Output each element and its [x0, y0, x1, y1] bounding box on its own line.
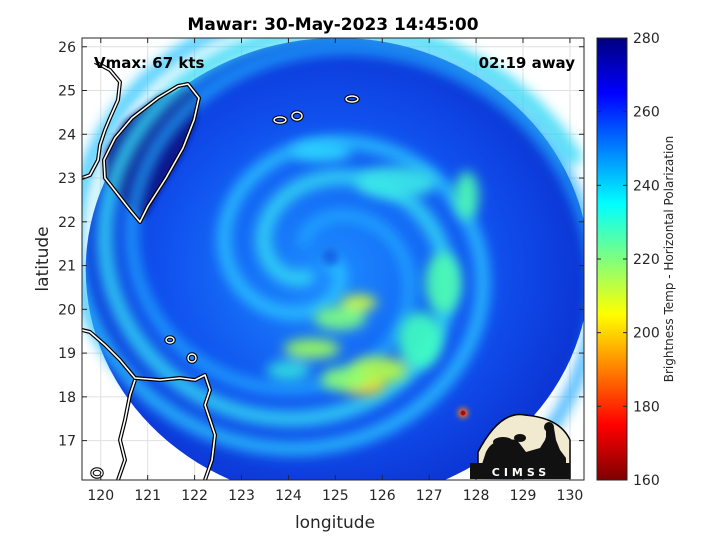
y-tick-label: 19	[58, 346, 76, 362]
x-tick-label: 125	[322, 488, 349, 504]
chart-title: Mawar: 30-May-2023 14:45:00	[187, 15, 478, 35]
colorbar-tick-label: 200	[633, 326, 660, 342]
x-tick-label: 128	[463, 488, 490, 504]
convection-cell-12	[266, 360, 311, 381]
x-tick-label: 124	[275, 488, 302, 504]
coast-luzon-west	[117, 379, 136, 480]
y-tick-label: 23	[58, 171, 76, 187]
cimss-logo-text: CIMSS	[492, 466, 550, 479]
y-tick-label: 22	[58, 215, 76, 231]
y-tick-labels: 17 18 19 20 21 22 23 24 25 26	[58, 40, 584, 450]
storm-eye-core	[325, 251, 335, 261]
island-batanes-1	[165, 336, 175, 344]
x-tick-label: 130	[557, 488, 584, 504]
colorbar-label: Brightness Temp - Horizontal Polarizatio…	[662, 136, 676, 383]
colorbar-tick-label: 280	[633, 31, 660, 47]
coast-luzon	[82, 329, 216, 480]
cimss-logo: CIMSS	[470, 413, 571, 479]
convection-cell-7	[397, 311, 442, 368]
coast-taiwan	[103, 83, 200, 223]
coastlines	[82, 60, 360, 480]
convection-cell-9	[356, 166, 437, 199]
rain-band-1	[82, 38, 491, 456]
vmax-annotation: Vmax: 67 kts	[94, 54, 204, 72]
y-tick-label: 26	[58, 40, 76, 56]
y-tick-label: 25	[58, 84, 76, 100]
colorbar-tick-label: 160	[633, 473, 660, 489]
convection-cell-8	[425, 253, 462, 314]
colorbar-tick-label: 240	[633, 178, 660, 194]
y-tick-label: 24	[58, 127, 76, 143]
x-tick-label: 120	[87, 488, 114, 504]
colorbar-tick-label: 220	[633, 252, 660, 268]
island-ryukyu-2	[291, 111, 303, 121]
y-tick-label: 17	[58, 434, 76, 450]
convection-cell-3	[283, 338, 340, 359]
x-tick-label: 122	[181, 488, 208, 504]
island-batanes-2	[187, 353, 197, 363]
convection-cell-2	[314, 306, 367, 331]
island-ryukyu-3	[345, 95, 359, 103]
convection-cell-1	[340, 294, 377, 311]
colorbar	[596, 37, 628, 481]
y-tick-label: 20	[58, 302, 76, 318]
x-tick-label: 127	[416, 488, 443, 504]
x-tick-label: 129	[510, 488, 537, 504]
time-away-annotation: 02:19 away	[479, 54, 576, 72]
coast-china	[82, 61, 121, 179]
convection-cell-6	[320, 367, 369, 392]
cold-cell-core	[460, 410, 466, 416]
x-tick-label: 121	[134, 488, 161, 504]
island-ryukyu-1	[273, 116, 287, 124]
colorbar-tick-label: 180	[633, 399, 660, 415]
x-tick-label: 126	[369, 488, 396, 504]
colorbar-tick-label: 260	[633, 105, 660, 121]
island-sw	[91, 468, 103, 478]
colorbar-tick-labels: 160 180 200 220 240 260 280	[597, 31, 660, 489]
axes-frame	[81, 37, 585, 481]
convection-cell-11	[454, 171, 479, 220]
y-tick-label: 18	[58, 390, 76, 406]
x-axis-label: longitude	[295, 513, 375, 533]
x-tick-label: 123	[228, 488, 255, 504]
convection-cell-10	[291, 141, 352, 162]
y-tick-label: 21	[58, 259, 76, 275]
y-axis-label: latitude	[33, 226, 53, 291]
